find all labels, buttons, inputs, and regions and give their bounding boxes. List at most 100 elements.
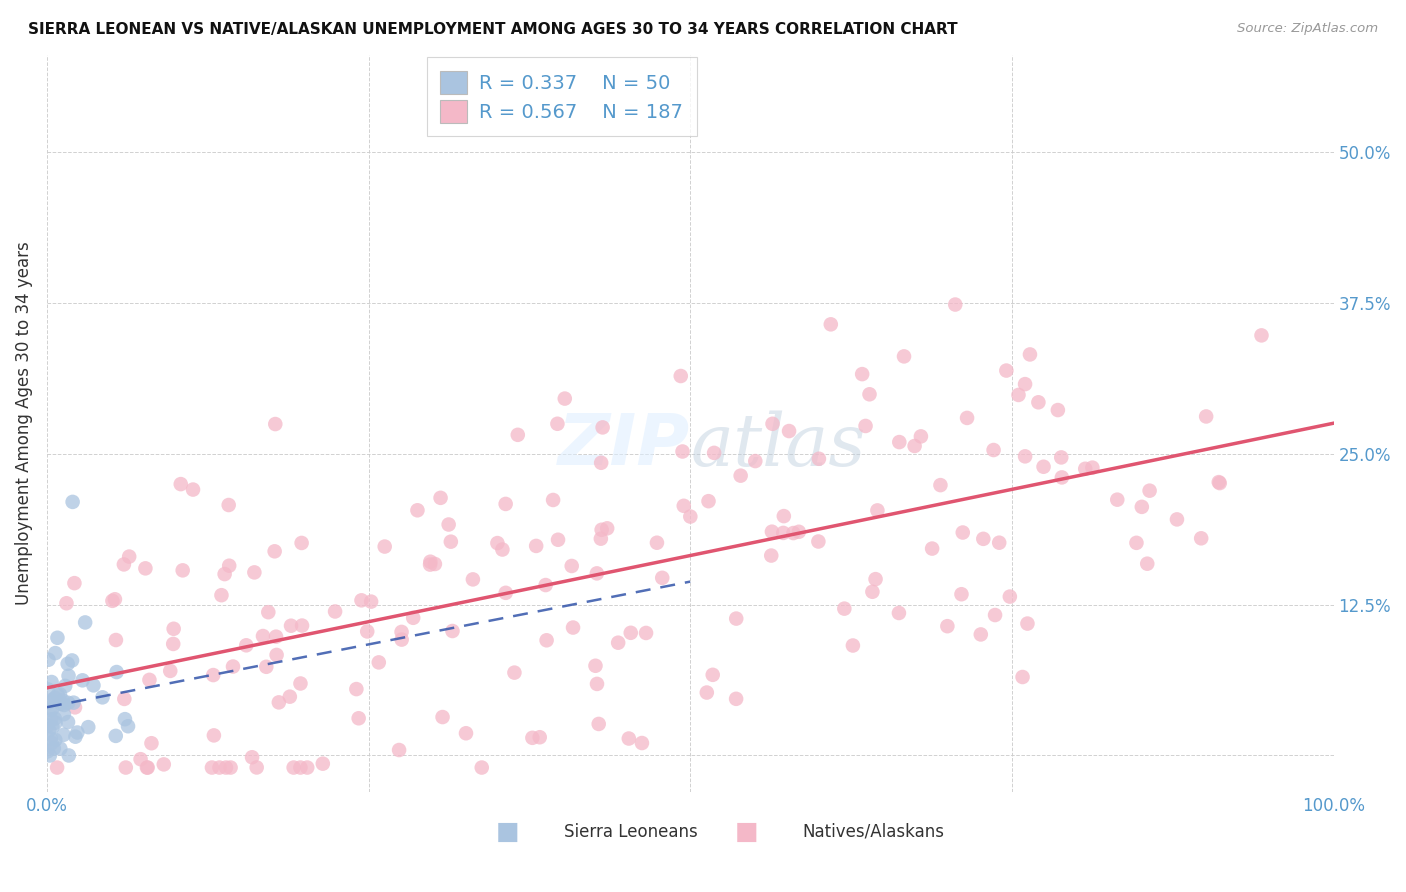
Point bbox=[49, 697, 72, 711]
Point bbox=[950, 587, 973, 601]
Point bbox=[72, 673, 94, 688]
Point bbox=[541, 493, 564, 508]
Point bbox=[1032, 459, 1054, 474]
Point bbox=[45, 715, 67, 730]
Point bbox=[423, 557, 446, 571]
Point bbox=[52, 693, 75, 707]
Point bbox=[696, 685, 718, 699]
Point bbox=[291, 618, 314, 632]
Point bbox=[360, 594, 382, 608]
Point bbox=[1050, 450, 1073, 465]
Text: Source: ZipAtlas.com: Source: ZipAtlas.com bbox=[1237, 22, 1378, 36]
Point bbox=[562, 621, 585, 635]
Point bbox=[858, 387, 880, 401]
Point bbox=[37, 682, 59, 697]
Point bbox=[865, 572, 887, 586]
Point bbox=[208, 760, 231, 774]
Point bbox=[1125, 536, 1147, 550]
Point bbox=[730, 468, 752, 483]
Point bbox=[529, 730, 551, 744]
Point bbox=[41, 675, 63, 690]
Point bbox=[283, 760, 305, 774]
Point bbox=[536, 633, 558, 648]
Point bbox=[772, 525, 794, 540]
Text: Natives/Alaskans: Natives/Alaskans bbox=[803, 822, 945, 841]
Point bbox=[350, 593, 373, 607]
Point bbox=[181, 483, 204, 497]
Point bbox=[63, 576, 86, 591]
Point bbox=[162, 637, 184, 651]
Point bbox=[591, 523, 613, 537]
Point bbox=[761, 549, 783, 563]
Point bbox=[586, 677, 609, 691]
Point bbox=[66, 725, 89, 739]
Point bbox=[347, 711, 370, 725]
Point bbox=[524, 539, 547, 553]
Point bbox=[77, 720, 100, 734]
Point bbox=[56, 714, 79, 729]
Point bbox=[58, 669, 80, 683]
Point bbox=[246, 760, 269, 774]
Point bbox=[39, 731, 62, 746]
Point bbox=[38, 748, 60, 763]
Point bbox=[669, 369, 692, 384]
Point bbox=[591, 456, 613, 470]
Point bbox=[419, 558, 441, 572]
Point bbox=[588, 717, 610, 731]
Point bbox=[41, 702, 63, 716]
Point bbox=[970, 627, 993, 641]
Point bbox=[586, 566, 609, 581]
Point bbox=[419, 555, 441, 569]
Point bbox=[391, 632, 413, 647]
Point bbox=[851, 367, 873, 381]
Point bbox=[702, 668, 724, 682]
Point bbox=[1074, 462, 1097, 476]
Point bbox=[214, 567, 236, 582]
Point bbox=[91, 690, 114, 705]
Point bbox=[495, 586, 517, 600]
Point bbox=[101, 594, 124, 608]
Point bbox=[39, 703, 62, 717]
Point bbox=[787, 524, 810, 539]
Point bbox=[995, 363, 1018, 377]
Point bbox=[952, 525, 974, 540]
Point bbox=[201, 760, 224, 774]
Point bbox=[52, 728, 75, 742]
Point bbox=[778, 424, 800, 438]
Point bbox=[53, 679, 76, 693]
Point bbox=[55, 596, 77, 610]
Point bbox=[114, 760, 136, 774]
Point bbox=[406, 503, 429, 517]
Point bbox=[1139, 483, 1161, 498]
Point bbox=[1028, 395, 1050, 409]
Point bbox=[37, 696, 59, 710]
Text: ■: ■ bbox=[734, 820, 758, 844]
Point bbox=[38, 723, 60, 738]
Point bbox=[983, 443, 1005, 458]
Point bbox=[1014, 450, 1036, 464]
Point bbox=[672, 499, 695, 513]
Point bbox=[291, 536, 314, 550]
Point bbox=[44, 732, 66, 747]
Point bbox=[651, 571, 673, 585]
Point bbox=[218, 558, 240, 573]
Point bbox=[278, 690, 301, 704]
Point bbox=[290, 676, 312, 690]
Point bbox=[471, 760, 494, 774]
Point bbox=[44, 690, 66, 705]
Point bbox=[290, 760, 312, 774]
Point bbox=[44, 712, 66, 726]
Point bbox=[807, 534, 830, 549]
Legend: R = 0.337    N = 50, R = 0.567    N = 187: R = 0.337 N = 50, R = 0.567 N = 187 bbox=[426, 57, 696, 136]
Point bbox=[589, 532, 612, 546]
Point bbox=[138, 673, 160, 687]
Point bbox=[454, 726, 477, 740]
Point bbox=[1011, 670, 1033, 684]
Point bbox=[617, 731, 640, 746]
Point bbox=[561, 558, 583, 573]
Point bbox=[136, 760, 159, 774]
Point bbox=[58, 748, 80, 763]
Point bbox=[82, 678, 104, 692]
Point bbox=[46, 631, 69, 645]
Point bbox=[163, 622, 186, 636]
